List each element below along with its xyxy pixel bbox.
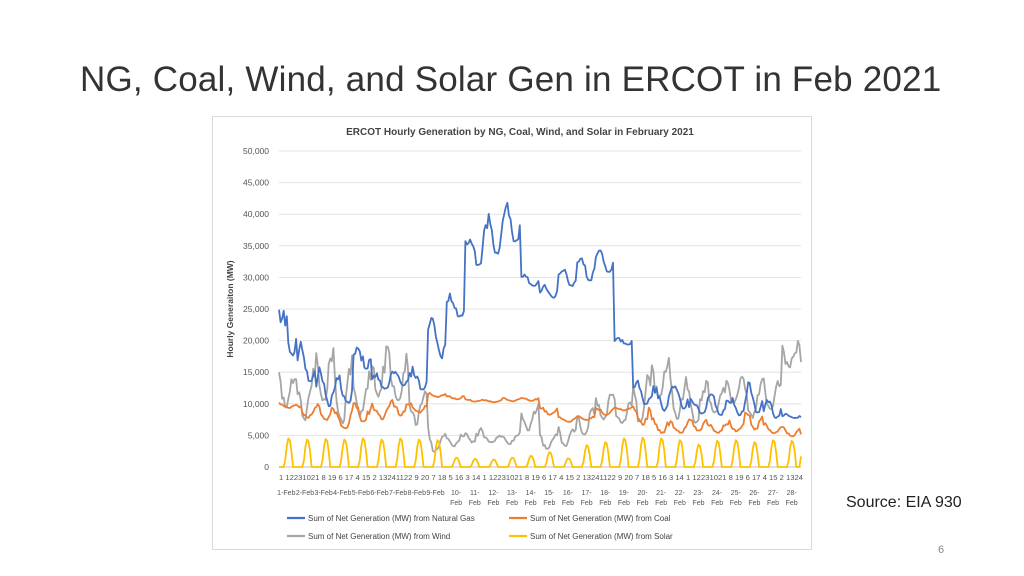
x-day-label: 9-Feb bbox=[426, 490, 444, 497]
x-day-label: Feb bbox=[599, 500, 611, 507]
x-day-label: Feb bbox=[692, 500, 704, 507]
source-note: Source: EIA 930 bbox=[846, 494, 962, 511]
slide-title: NG, Coal, Wind, and Solar Gen in ERCOT i… bbox=[80, 60, 942, 99]
x-day-label: 19- bbox=[619, 490, 630, 497]
y-tick-label: 30,000 bbox=[243, 272, 269, 282]
x-day-label: Feb bbox=[469, 500, 481, 507]
x-day-label: 10- bbox=[451, 490, 462, 497]
series-line-coal bbox=[278, 392, 802, 438]
y-tick-label: 35,000 bbox=[243, 241, 269, 251]
legend: Sum of Net Generation (MW) from Natural … bbox=[287, 514, 673, 541]
x-day-label: 27- bbox=[768, 490, 779, 497]
x-day-label: Feb bbox=[730, 500, 742, 507]
x-day-label: Feb bbox=[637, 500, 649, 507]
series-line-wind bbox=[278, 340, 802, 453]
x-day-label: 17- bbox=[582, 490, 593, 497]
series-line-solar bbox=[279, 436, 802, 468]
legend-entry: Sum of Net Generation (MW) from Solar bbox=[530, 532, 673, 541]
y-tick-label: 20,000 bbox=[243, 336, 269, 346]
legend-entry: Sum of Net Generation (MW) from Natural … bbox=[308, 514, 475, 523]
x-day-label: 15- bbox=[544, 490, 555, 497]
x-day-label: 16- bbox=[563, 490, 574, 497]
y-tick-label: 25,000 bbox=[243, 304, 269, 314]
y-axis-label: Hourly Generaiton (MW) bbox=[225, 260, 235, 357]
y-tick-label: 50,000 bbox=[243, 146, 269, 156]
generation-line-chart: ERCOT Hourly Generation by NG, Coal, Win… bbox=[225, 127, 803, 541]
x-day-label: Feb bbox=[487, 500, 499, 507]
x-day-label: 8-Feb bbox=[408, 490, 426, 497]
x-day-label: 3-Feb bbox=[314, 490, 332, 497]
x-day-label: Feb bbox=[581, 500, 593, 507]
x-day-label: Feb bbox=[655, 500, 667, 507]
chart-container: ERCOT Hourly Generation by NG, Coal, Win… bbox=[212, 116, 812, 550]
x-day-label: 2-Feb bbox=[296, 490, 314, 497]
x-day-label: Feb bbox=[543, 500, 555, 507]
x-day-label: 13- bbox=[507, 490, 518, 497]
x-day-label: 4-Feb bbox=[333, 490, 351, 497]
series-lines bbox=[278, 201, 802, 468]
x-day-label: Feb bbox=[748, 500, 760, 507]
y-tick-label: 5,000 bbox=[248, 430, 270, 440]
x-day-label: 20- bbox=[637, 490, 648, 497]
x-day-label: Feb bbox=[562, 500, 574, 507]
x-day-label: 1-Feb bbox=[277, 490, 295, 497]
chart-title: ERCOT Hourly Generation by NG, Coal, Win… bbox=[346, 127, 694, 138]
y-tick-label: 40,000 bbox=[243, 209, 269, 219]
gridlines bbox=[279, 150, 801, 468]
y-tick-label: 15,000 bbox=[243, 367, 269, 377]
x-day-label: 23- bbox=[693, 490, 704, 497]
x-day-label: 22- bbox=[675, 490, 686, 497]
x-day-label: Feb bbox=[450, 500, 462, 507]
x-day-label: Feb bbox=[618, 500, 630, 507]
x-day-label: Feb bbox=[525, 500, 537, 507]
x-day-label: Feb bbox=[711, 500, 723, 507]
x-day-label: 14- bbox=[526, 490, 537, 497]
x-day-label: Feb bbox=[506, 500, 518, 507]
y-axis-ticks: 0 5,000 10,000 15,000 20,000 25,000 30,000 35,0… bbox=[243, 146, 269, 472]
page-number: 6 bbox=[938, 544, 945, 556]
legend-entry: Sum of Net Generation (MW) from Coal bbox=[530, 514, 671, 523]
x-day-label: 21- bbox=[656, 490, 667, 497]
x-day-label: Feb bbox=[786, 500, 798, 507]
y-tick-label: 45,000 bbox=[243, 178, 269, 188]
x-day-label: 5-Feb bbox=[352, 490, 370, 497]
x-day-label: Feb bbox=[674, 500, 686, 507]
x-day-label: 24- bbox=[712, 490, 723, 497]
x-day-label: 18- bbox=[600, 490, 611, 497]
series-line-natural-gas bbox=[278, 201, 802, 419]
x-day-label: Feb bbox=[767, 500, 779, 507]
x-axis-day-labels: 1-Feb 2-Feb 3-Feb 4-Feb 5-Feb 6-Feb 7-Feb 8-Feb… bbox=[277, 490, 798, 507]
x-day-label: 12- bbox=[488, 490, 499, 497]
x-day-label: 6-Feb bbox=[370, 490, 388, 497]
y-tick-label: 10,000 bbox=[243, 399, 269, 409]
x-hour-labels: 1 12231021 8 19 6 17 4 15 2 13241122 9 2… bbox=[279, 473, 803, 482]
y-tick-label: 0 bbox=[264, 462, 269, 472]
legend-entry: Sum of Net Generation (MW) from Wind bbox=[308, 532, 450, 541]
x-day-label: 11- bbox=[470, 490, 480, 497]
x-day-label: 28- bbox=[787, 490, 798, 497]
x-day-label: 26- bbox=[749, 490, 760, 497]
x-day-label: 7-Feb bbox=[389, 490, 407, 497]
x-day-label: 25- bbox=[731, 490, 742, 497]
